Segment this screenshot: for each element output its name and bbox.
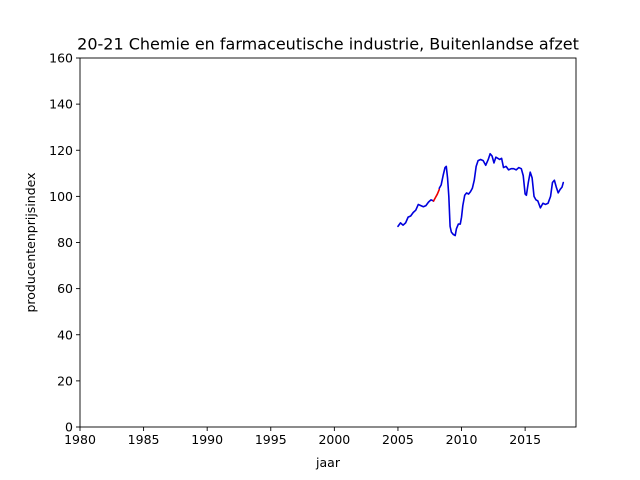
x-tick-label: 2000	[318, 432, 350, 447]
x-tick-label: 1990	[191, 432, 223, 447]
plot-area	[80, 58, 576, 427]
series-line-before	[397, 199, 435, 228]
y-tick-label: 40	[57, 327, 73, 342]
y-axis-label: producentenprijsindex	[23, 172, 38, 312]
x-tick-label: 2005	[382, 432, 414, 447]
x-tick-label: 1980	[64, 432, 96, 447]
series-line-highlight	[432, 188, 441, 202]
x-tick-label: 2010	[446, 432, 478, 447]
y-tick-label: 60	[57, 281, 73, 296]
chart-title: 20-21 Chemie en farmaceutische industrie…	[77, 35, 579, 54]
y-tick-label: 100	[49, 189, 73, 204]
y-tick-label: 0	[65, 420, 73, 435]
y-tick-label: 20	[57, 373, 73, 388]
x-tick-label: 1985	[128, 432, 160, 447]
x-tick-label: 2015	[509, 432, 541, 447]
y-tick-label: 80	[57, 235, 73, 250]
y-tick-label: 120	[49, 143, 73, 158]
x-tick-label: 1995	[255, 432, 287, 447]
axes: 1980 1985 1990 1995 2000 2005 2010 2015 0 20 40 60 8…	[49, 51, 577, 447]
series-line-after	[438, 152, 565, 237]
x-axis-label: jaar	[315, 455, 341, 470]
y-tick-label: 160	[49, 51, 73, 66]
y-tick-label: 140	[49, 97, 73, 112]
series-layer	[397, 152, 565, 237]
